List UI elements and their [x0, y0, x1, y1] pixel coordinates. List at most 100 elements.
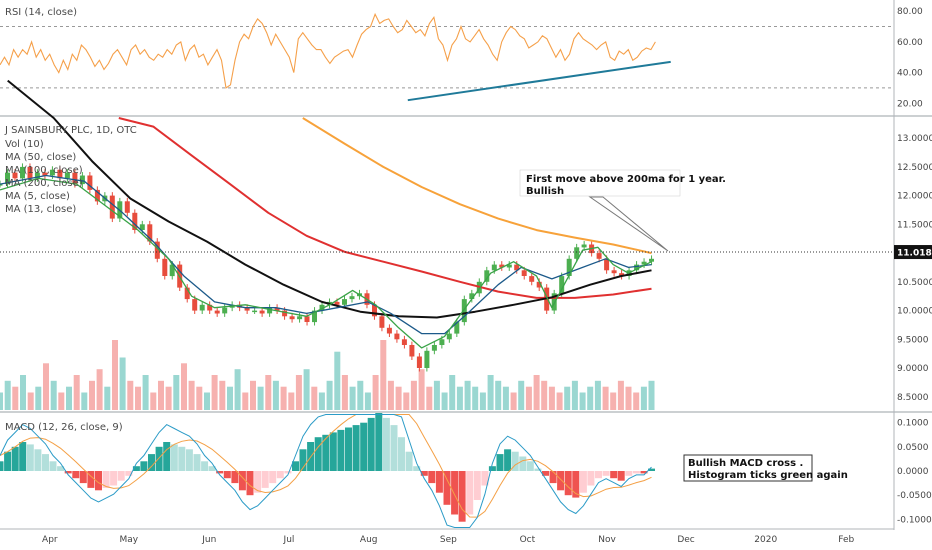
- price-y-tick-label: 8.5000: [897, 393, 929, 403]
- volume-bar: [479, 392, 486, 410]
- macd-histogram-bar: [292, 461, 299, 471]
- candle-body: [342, 299, 347, 305]
- macd-histogram-bar: [42, 454, 49, 471]
- macd-histogram-bar: [148, 454, 155, 471]
- volume-bar: [211, 375, 218, 410]
- time-axis: Apr May Jun Jul Aug Sep Oct Nov Dec 2020 Feb: [42, 535, 854, 545]
- macd-histogram-bar: [254, 471, 262, 493]
- volume-bar: [495, 380, 502, 410]
- volume-bar: [556, 392, 563, 410]
- macd-histogram-bar: [87, 471, 95, 488]
- volume-bar: [227, 386, 233, 410]
- volume-bar: [594, 380, 601, 410]
- candle-body: [5, 172, 10, 185]
- candle-body: [469, 293, 475, 299]
- macd-histogram-bar: [26, 444, 34, 471]
- macd-histogram-bar: [231, 471, 239, 484]
- macd-y-tick-label: -0.1000: [897, 515, 932, 525]
- macd-histogram-bar: [617, 471, 625, 481]
- volume-bar: [617, 380, 624, 410]
- volume-bar: [165, 386, 172, 410]
- annotation-200ma-line2: Bullish: [526, 186, 564, 197]
- annotation-macd: Bullish MACD cross . Histogram ticks gre…: [683, 454, 848, 482]
- candle-body: [214, 310, 220, 314]
- volume-bar: [272, 380, 279, 410]
- annotation-macd-line2: Histogram ticks green again: [688, 470, 848, 481]
- candle-body: [394, 333, 400, 340]
- candle-body: [566, 258, 572, 276]
- macd-histogram-bar: [246, 471, 254, 496]
- macd-histogram-bar: [534, 468, 542, 471]
- volume-bar: [403, 392, 410, 410]
- volume-bar: [571, 380, 578, 410]
- volume-bar: [364, 392, 371, 410]
- macd-histogram-bar: [337, 429, 345, 471]
- macd-histogram-bar: [284, 471, 292, 474]
- volume-bar: [288, 392, 295, 410]
- annotation-200ma-box: [519, 169, 681, 197]
- macd-histogram-bar: [117, 471, 125, 481]
- macd-histogram-bar: [413, 466, 421, 471]
- time-tick-label: Dec: [677, 535, 694, 545]
- macd-histogram-bar: [79, 471, 87, 484]
- macd-histogram-bar: [299, 449, 307, 471]
- candle-body: [184, 287, 190, 300]
- macd-histogram-bar: [132, 466, 140, 471]
- macd-line: [0, 414, 652, 528]
- candle-body: [222, 307, 228, 314]
- candle-body: [596, 253, 602, 259]
- volume-bar: [0, 392, 3, 410]
- rsi-pane: 80.00 60.00 40.00 20.00: [0, 7, 923, 109]
- candle-body: [461, 299, 467, 323]
- price-y-tick-label: 9.0000: [897, 364, 929, 374]
- candle-body: [574, 247, 580, 259]
- volume-bar: [58, 392, 65, 410]
- candle-body: [484, 270, 490, 282]
- candle-body: [491, 264, 497, 271]
- rsi-y-tick-label: 80.00: [897, 7, 923, 17]
- macd-histogram-bar: [632, 471, 640, 474]
- candle-body: [401, 339, 407, 345]
- candle-body: [319, 304, 325, 311]
- macd-histogram-bar: [64, 471, 72, 474]
- annotation-200ma: First move above 200ma for 1 year. Bulli…: [519, 169, 726, 252]
- ma200-line: [302, 117, 652, 255]
- volume-bar: [633, 392, 640, 410]
- volume-bar: [142, 375, 149, 410]
- macd-histogram-bar: [526, 461, 534, 471]
- candle-body: [72, 172, 78, 185]
- price-pane: 13.000012.500012.000011.500011.000010.50…: [0, 79, 932, 410]
- legend-ma100: MA (100, close): [5, 165, 83, 176]
- volume-bar: [341, 375, 348, 410]
- candle-body: [12, 172, 18, 179]
- macd-histogram-bar: [223, 471, 231, 479]
- volume-bar: [173, 375, 180, 410]
- candle-body: [304, 316, 310, 322]
- candle-body: [349, 296, 355, 300]
- volume-bar: [96, 369, 103, 410]
- candle-body: [244, 307, 250, 311]
- price-title: J SAINSBURY PLC, 1D, OTC: [4, 125, 137, 136]
- macd-histogram-bar: [0, 461, 4, 471]
- volume-bar: [502, 386, 509, 410]
- macd-histogram-bar: [382, 417, 390, 471]
- volume-bar: [250, 380, 256, 410]
- macd-histogram-bar: [125, 471, 133, 476]
- candle-body: [409, 345, 415, 357]
- legend-ma200: MA (200, close): [5, 178, 83, 189]
- volume-bar: [73, 375, 80, 410]
- macd-histogram-bar: [390, 425, 398, 471]
- macd-histogram-bar: [640, 471, 648, 474]
- volume-bar: [426, 386, 433, 410]
- legend-ma5: MA (5, close): [5, 191, 70, 202]
- macd-histogram-bar: [163, 442, 171, 471]
- candle-body: [42, 172, 48, 176]
- price-y-tick-label: 9.5000: [897, 335, 929, 345]
- volume-bar: [35, 386, 42, 410]
- volume-bar: [518, 380, 525, 410]
- candle-body: [252, 310, 258, 313]
- price-y-tick-label: 12.5000: [897, 163, 932, 173]
- macd-histogram-bar: [595, 471, 602, 479]
- time-tick-label: Aug: [360, 535, 378, 545]
